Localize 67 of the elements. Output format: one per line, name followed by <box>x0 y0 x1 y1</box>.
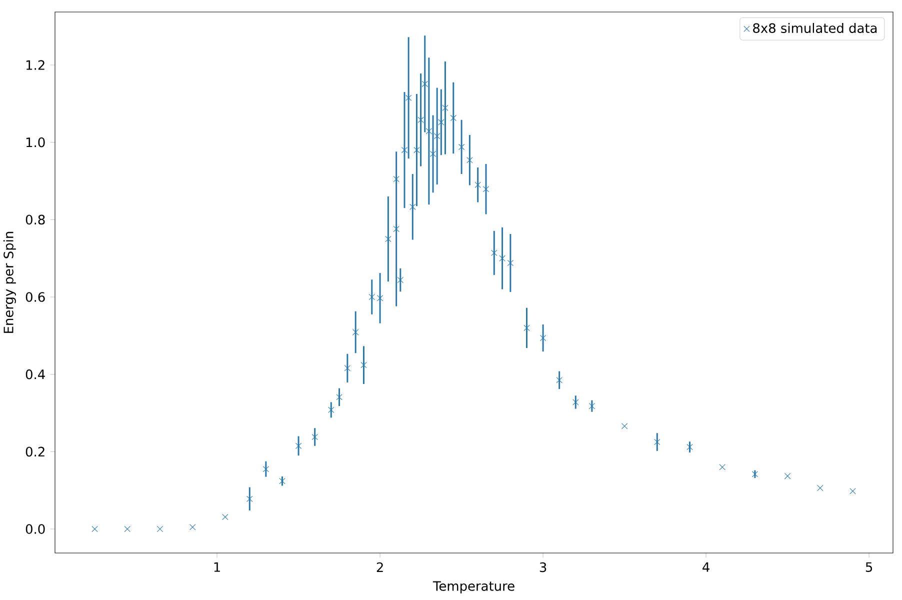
x-tick-label: 2 <box>376 562 383 572</box>
point <box>499 255 506 262</box>
y-tick-label: 1.2 <box>26 60 44 70</box>
y-tick-label: 0.2 <box>26 446 44 457</box>
point <box>401 146 408 154</box>
y-tick-label: 0.6 <box>26 292 45 302</box>
x-tick-label: 3 <box>540 562 546 572</box>
point <box>434 133 440 140</box>
point <box>222 514 228 520</box>
point <box>556 377 562 384</box>
point <box>189 524 196 530</box>
y-axis-title: Energy per Spin <box>3 232 16 333</box>
point <box>588 402 596 410</box>
point <box>246 496 253 502</box>
point <box>817 484 824 492</box>
point <box>92 526 98 532</box>
point <box>654 438 660 446</box>
point <box>458 144 465 150</box>
point <box>360 362 367 368</box>
y-tick-label: 1.0 <box>26 137 45 148</box>
y-tick-label: 0.8 <box>26 214 45 225</box>
point <box>397 276 404 284</box>
point <box>752 471 758 478</box>
point <box>418 116 424 123</box>
point <box>368 294 375 300</box>
point <box>482 186 490 192</box>
point <box>621 423 628 430</box>
point <box>410 204 416 210</box>
point <box>491 250 498 256</box>
point <box>784 472 791 480</box>
point <box>393 226 400 232</box>
point <box>295 442 302 449</box>
point <box>719 464 726 470</box>
point <box>686 444 693 450</box>
point <box>393 176 400 182</box>
point <box>430 150 436 158</box>
point <box>376 295 384 302</box>
point <box>385 236 392 242</box>
point <box>156 526 164 532</box>
point <box>524 324 530 332</box>
point <box>262 466 270 472</box>
point <box>507 260 514 266</box>
point <box>442 104 448 111</box>
point <box>279 478 286 484</box>
point <box>438 119 444 126</box>
x-tick-label: 5 <box>866 562 872 572</box>
point <box>336 394 342 400</box>
point <box>312 434 318 440</box>
point <box>328 406 334 414</box>
legend-label: 8x8 simulated data <box>753 22 877 34</box>
point <box>422 80 428 88</box>
y-tick-label: 0.0 <box>26 524 45 534</box>
point <box>450 114 456 122</box>
point <box>850 488 856 494</box>
point <box>466 157 473 164</box>
point <box>414 146 420 154</box>
point <box>344 365 351 372</box>
point <box>405 94 412 101</box>
x-tick-label: 4 <box>702 562 710 572</box>
x-tick-label: 1 <box>214 562 220 572</box>
point <box>124 526 130 532</box>
point <box>474 182 481 188</box>
y-tick-label: 0.4 <box>26 369 45 380</box>
point <box>572 399 579 406</box>
x-axis-title: Temperature <box>432 581 514 594</box>
point <box>540 334 546 342</box>
point <box>352 329 359 336</box>
